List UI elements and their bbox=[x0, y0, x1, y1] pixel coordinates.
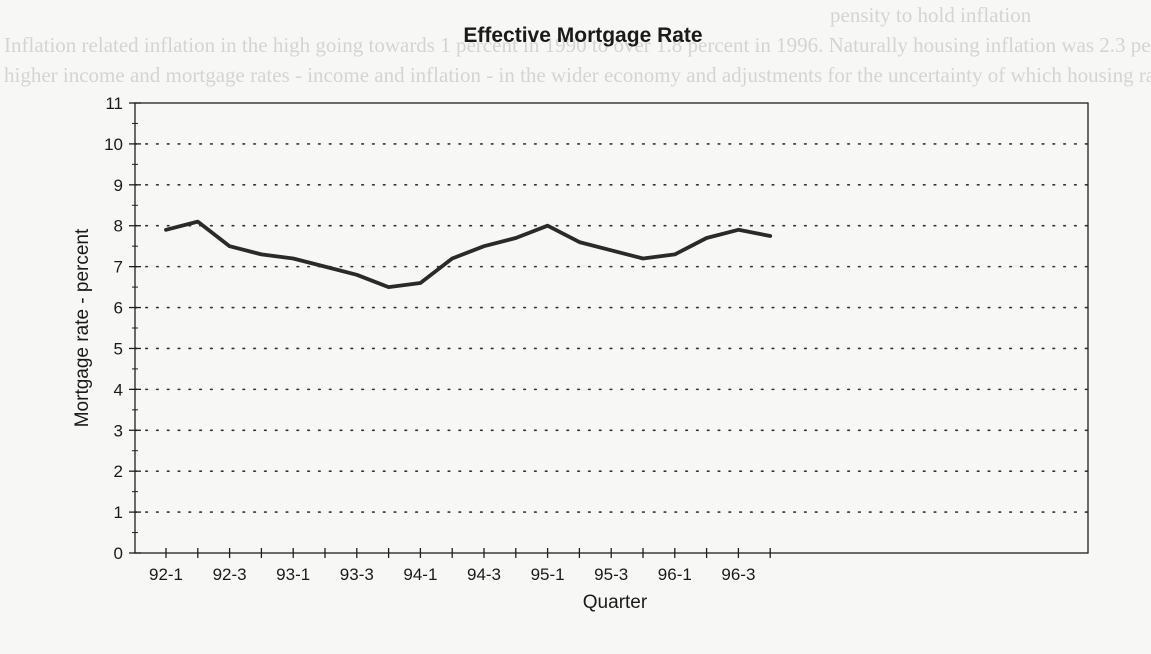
y-tick-label: 4 bbox=[114, 380, 123, 399]
x-tick-label: 96-1 bbox=[658, 565, 692, 584]
x-tick-label: 95-1 bbox=[531, 565, 565, 584]
x-tick-label: 92-3 bbox=[213, 565, 247, 584]
x-tick-label: 93-3 bbox=[340, 565, 374, 584]
x-tick-label: 94-3 bbox=[467, 565, 501, 584]
axis-ticks bbox=[129, 102, 771, 558]
y-tick-label: 8 bbox=[114, 217, 123, 236]
y-tick-label: 2 bbox=[114, 462, 123, 481]
y-tick-label: 9 bbox=[114, 176, 123, 195]
x-tick-label: 92-1 bbox=[149, 565, 183, 584]
plot-frame bbox=[134, 102, 1089, 554]
x-tick-label: 94-1 bbox=[403, 565, 437, 584]
x-tick-label: 95-3 bbox=[594, 565, 628, 584]
y-tick-label: 7 bbox=[114, 258, 123, 277]
y-axis-label: Mortgage rate - percent bbox=[72, 228, 93, 427]
gridlines bbox=[134, 143, 1089, 513]
series-line-mortgage-rate bbox=[164, 219, 773, 289]
x-tick-labels: 92-1 92-3 93-1 93-3 94-1 94-3 95-1 95-3 96-1 96-3 bbox=[149, 565, 755, 584]
y-tick-label: 1 bbox=[114, 503, 123, 522]
x-axis-label: Quarter bbox=[583, 592, 648, 613]
y-tick-label: 11 bbox=[105, 94, 123, 113]
x-tick-label: 93-1 bbox=[276, 565, 310, 584]
y-tick-label: 5 bbox=[114, 339, 123, 358]
y-tick-label: 0 bbox=[114, 544, 123, 563]
y-tick-label: 6 bbox=[114, 299, 123, 318]
y-tick-label: 10 bbox=[104, 135, 123, 154]
y-tick-labels: 0 1 2 3 4 5 6 7 8 9 10 11 bbox=[104, 94, 123, 563]
x-tick-label: 96-3 bbox=[721, 565, 755, 584]
y-tick-label: 3 bbox=[114, 421, 123, 440]
chart-title: Effective Mortgage Rate bbox=[463, 24, 702, 47]
